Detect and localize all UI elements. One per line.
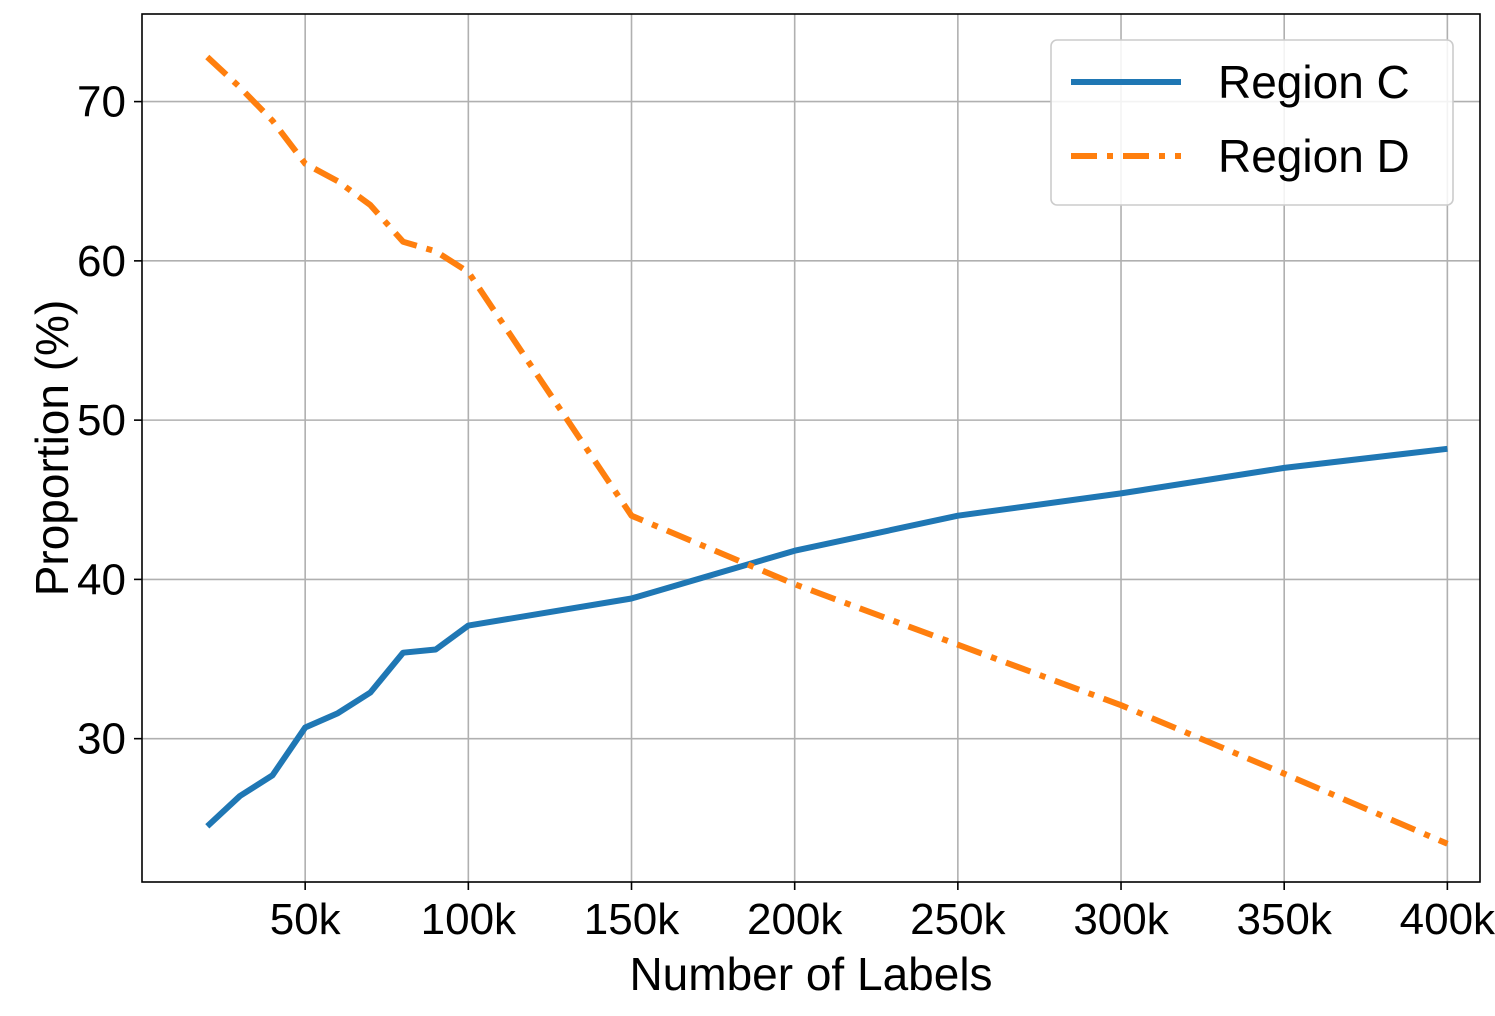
x-tick-label: 150k: [584, 895, 680, 944]
legend-label-1: Region C: [1218, 56, 1410, 108]
legend-label-2: Region D: [1218, 130, 1410, 182]
series-layer: [205, 54, 1449, 847]
x-tick-label: 100k: [421, 895, 517, 944]
plot-frame: [141, 13, 1481, 883]
x-tick-label: 250k: [910, 895, 1006, 944]
y-tick-label: 70: [77, 78, 126, 127]
y-axis-label: Proportion (%): [26, 300, 78, 597]
x-tick-label: 400k: [1400, 895, 1495, 944]
y-tick-label: 30: [77, 715, 126, 764]
x-tick-label: 200k: [747, 895, 843, 944]
y-tick-label: 40: [77, 555, 126, 604]
x-axis-ticks: 50k 100k 150k 200k 250k 300k 350k 400k: [270, 882, 1495, 944]
x-tick-label: 350k: [1236, 895, 1332, 944]
legend: Region C Region D: [1050, 39, 1454, 206]
series-line-2: [205, 54, 1449, 847]
x-tick-label: 300k: [1073, 895, 1169, 944]
y-tick-label: 60: [77, 237, 126, 286]
y-tick-label: 50: [77, 396, 126, 445]
x-axis-label: Number of Labels: [629, 948, 992, 1000]
x-tick-label: 50k: [270, 895, 342, 944]
y-axis-ticks: 30 40 50 60 70: [77, 78, 142, 764]
